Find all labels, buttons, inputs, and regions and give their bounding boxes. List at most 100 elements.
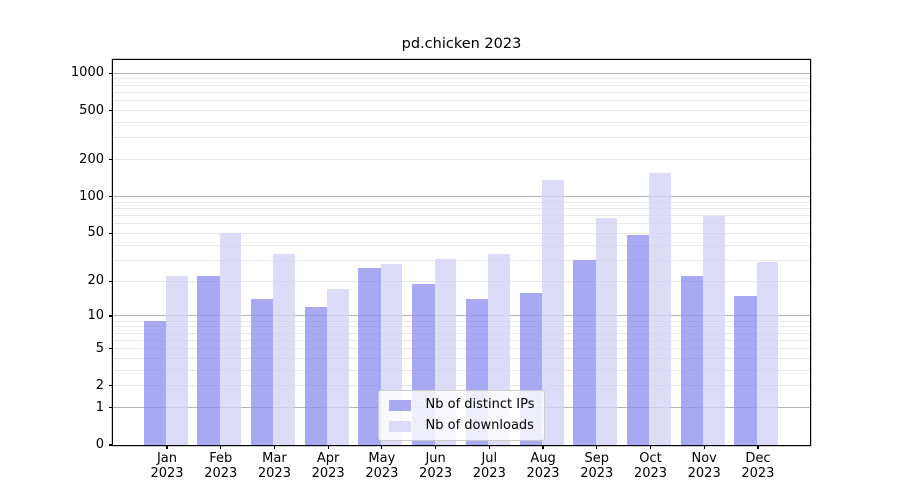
y-tick-label-10: 10 bbox=[87, 307, 104, 323]
bar-downloads-mar bbox=[273, 253, 295, 445]
bars-layer bbox=[113, 60, 810, 445]
plot-area: Nb of distinct IPs Nb of downloads bbox=[113, 60, 810, 445]
bar-distinct-ips-sep bbox=[573, 260, 596, 445]
x-tick-label-mar: Mar 2023 bbox=[247, 451, 301, 481]
bar-downloads-dec bbox=[756, 262, 779, 445]
bar-distinct-ips-mar bbox=[250, 299, 274, 445]
gridline-70 bbox=[113, 215, 810, 217]
bar-downloads-apr bbox=[327, 289, 349, 445]
y-tick-label-0: 0 bbox=[95, 437, 104, 452]
y-tick-label-2: 2 bbox=[95, 377, 104, 393]
x-tick-label-year: 2023 bbox=[365, 465, 399, 481]
x-tick-label-month: May bbox=[368, 451, 396, 466]
x-tick-label-month: Jun bbox=[425, 451, 446, 466]
x-tick-label-month: Oct bbox=[639, 451, 662, 466]
x-tick-mark-jan bbox=[166, 445, 168, 449]
x-tick-mark-nov bbox=[703, 445, 705, 449]
bar-downloads-nov bbox=[703, 215, 725, 445]
y-tick-mark-50 bbox=[108, 232, 113, 235]
bar-downloads-oct bbox=[649, 173, 671, 445]
x-tick-label-month: Aug bbox=[530, 451, 556, 466]
gridline-4 bbox=[113, 357, 810, 359]
y-tick-label-20: 20 bbox=[87, 273, 104, 289]
gridline-8 bbox=[113, 326, 810, 328]
gridline-20 bbox=[113, 280, 810, 282]
bar-distinct-ips-nov bbox=[680, 276, 704, 445]
x-tick-label-may: May 2023 bbox=[355, 451, 409, 481]
gridline-500 bbox=[113, 110, 810, 112]
y-tick-label-1000: 1000 bbox=[70, 65, 104, 81]
gridline-400 bbox=[113, 122, 810, 124]
x-tick-label-sep: Sep 2023 bbox=[570, 451, 624, 481]
x-tick-label-aug: Aug 2023 bbox=[516, 451, 570, 481]
x-tick-mark-may bbox=[381, 445, 383, 449]
x-tick-label-year: 2023 bbox=[741, 465, 775, 481]
x-tick-label-oct: Oct 2023 bbox=[623, 451, 677, 481]
x-tick-label-year: 2023 bbox=[150, 465, 184, 481]
bar-distinct-ips-may bbox=[358, 267, 381, 445]
y-tick-mark-0 bbox=[108, 444, 113, 446]
x-tick-label-month: Dec bbox=[745, 451, 771, 466]
gridline-30 bbox=[113, 259, 810, 261]
y-tick-mark-20 bbox=[108, 280, 113, 282]
legend-label-distinct-ips: Nb of distinct IPs bbox=[425, 397, 535, 412]
x-tick-label-month: Jan bbox=[156, 451, 178, 466]
y-tick-label-50: 50 bbox=[87, 225, 104, 241]
x-tick-label-jul: Jul 2023 bbox=[462, 451, 516, 481]
x-tick-label-month: Jul bbox=[481, 451, 498, 466]
x-tick-mark-dec bbox=[757, 445, 759, 449]
gridline-900 bbox=[113, 78, 810, 80]
x-tick-mark-apr bbox=[327, 445, 329, 449]
y-tick-mark-1000 bbox=[108, 72, 113, 74]
bar-downloads-aug bbox=[542, 179, 564, 445]
x-tick-label-year: 2023 bbox=[419, 465, 453, 481]
y-tick-mark-2 bbox=[108, 385, 113, 387]
gridline-9 bbox=[113, 320, 810, 322]
y-tick-mark-500 bbox=[108, 109, 113, 112]
gridlines-layer bbox=[113, 60, 810, 445]
x-tick-mark-feb bbox=[220, 445, 222, 449]
x-tick-label-dec: Dec 2023 bbox=[731, 451, 785, 481]
x-tick-mark-sep bbox=[596, 445, 598, 449]
gridline-80 bbox=[113, 208, 810, 210]
gridline-3 bbox=[113, 369, 810, 371]
legend-swatch-distinct-ips bbox=[388, 399, 411, 411]
legend-swatch-downloads bbox=[388, 420, 411, 432]
x-tick-label-year: 2023 bbox=[526, 465, 560, 481]
y-tick-label-5: 5 bbox=[95, 340, 104, 356]
y-tick-mark-200 bbox=[108, 159, 113, 161]
chart-title: pd.chicken 2023 bbox=[401, 36, 522, 52]
gridline-60 bbox=[113, 223, 810, 225]
y-tick-label-500: 500 bbox=[79, 102, 104, 118]
bar-downloads-jan bbox=[166, 276, 188, 445]
bar-downloads-feb bbox=[219, 233, 242, 445]
x-tick-label-month: Nov bbox=[691, 451, 717, 466]
x-tick-mark-aug bbox=[542, 445, 544, 449]
x-tick-label-year: 2023 bbox=[633, 465, 668, 481]
y-tick-mark-10 bbox=[108, 315, 113, 317]
x-tick-label-year: 2023 bbox=[257, 465, 291, 481]
x-tick-label-year: 2023 bbox=[687, 465, 721, 481]
legend-item-distinct-ips: Nb of distinct IPs bbox=[388, 397, 535, 413]
x-tick-label-year: 2023 bbox=[204, 465, 238, 481]
x-tick-mark-jul bbox=[488, 445, 490, 449]
gridline-7 bbox=[113, 332, 810, 334]
gridline-600 bbox=[113, 100, 810, 102]
y-tick-mark-5 bbox=[108, 348, 113, 350]
x-tick-label-month: Mar bbox=[262, 451, 287, 466]
x-tick-label-year: 2023 bbox=[311, 465, 345, 481]
legend-item-downloads: Nb of downloads bbox=[388, 418, 535, 434]
gridline-10 bbox=[113, 315, 810, 317]
bar-distinct-ips-feb bbox=[197, 276, 220, 445]
x-tick-label-apr: Apr 2023 bbox=[301, 451, 355, 481]
bar-distinct-ips-oct bbox=[626, 234, 650, 445]
bar-distinct-ips-apr bbox=[304, 307, 328, 445]
x-tick-label-jan: Jan 2023 bbox=[140, 451, 194, 481]
gridline-5 bbox=[113, 348, 810, 350]
x-tick-label-feb: Feb 2023 bbox=[194, 451, 248, 481]
bar-distinct-ips-dec bbox=[734, 295, 757, 445]
gridline-2 bbox=[113, 385, 810, 387]
bar-downloads-sep bbox=[595, 217, 618, 445]
y-tick-label-100: 100 bbox=[79, 188, 104, 204]
x-tick-label-year: 2023 bbox=[472, 465, 506, 481]
